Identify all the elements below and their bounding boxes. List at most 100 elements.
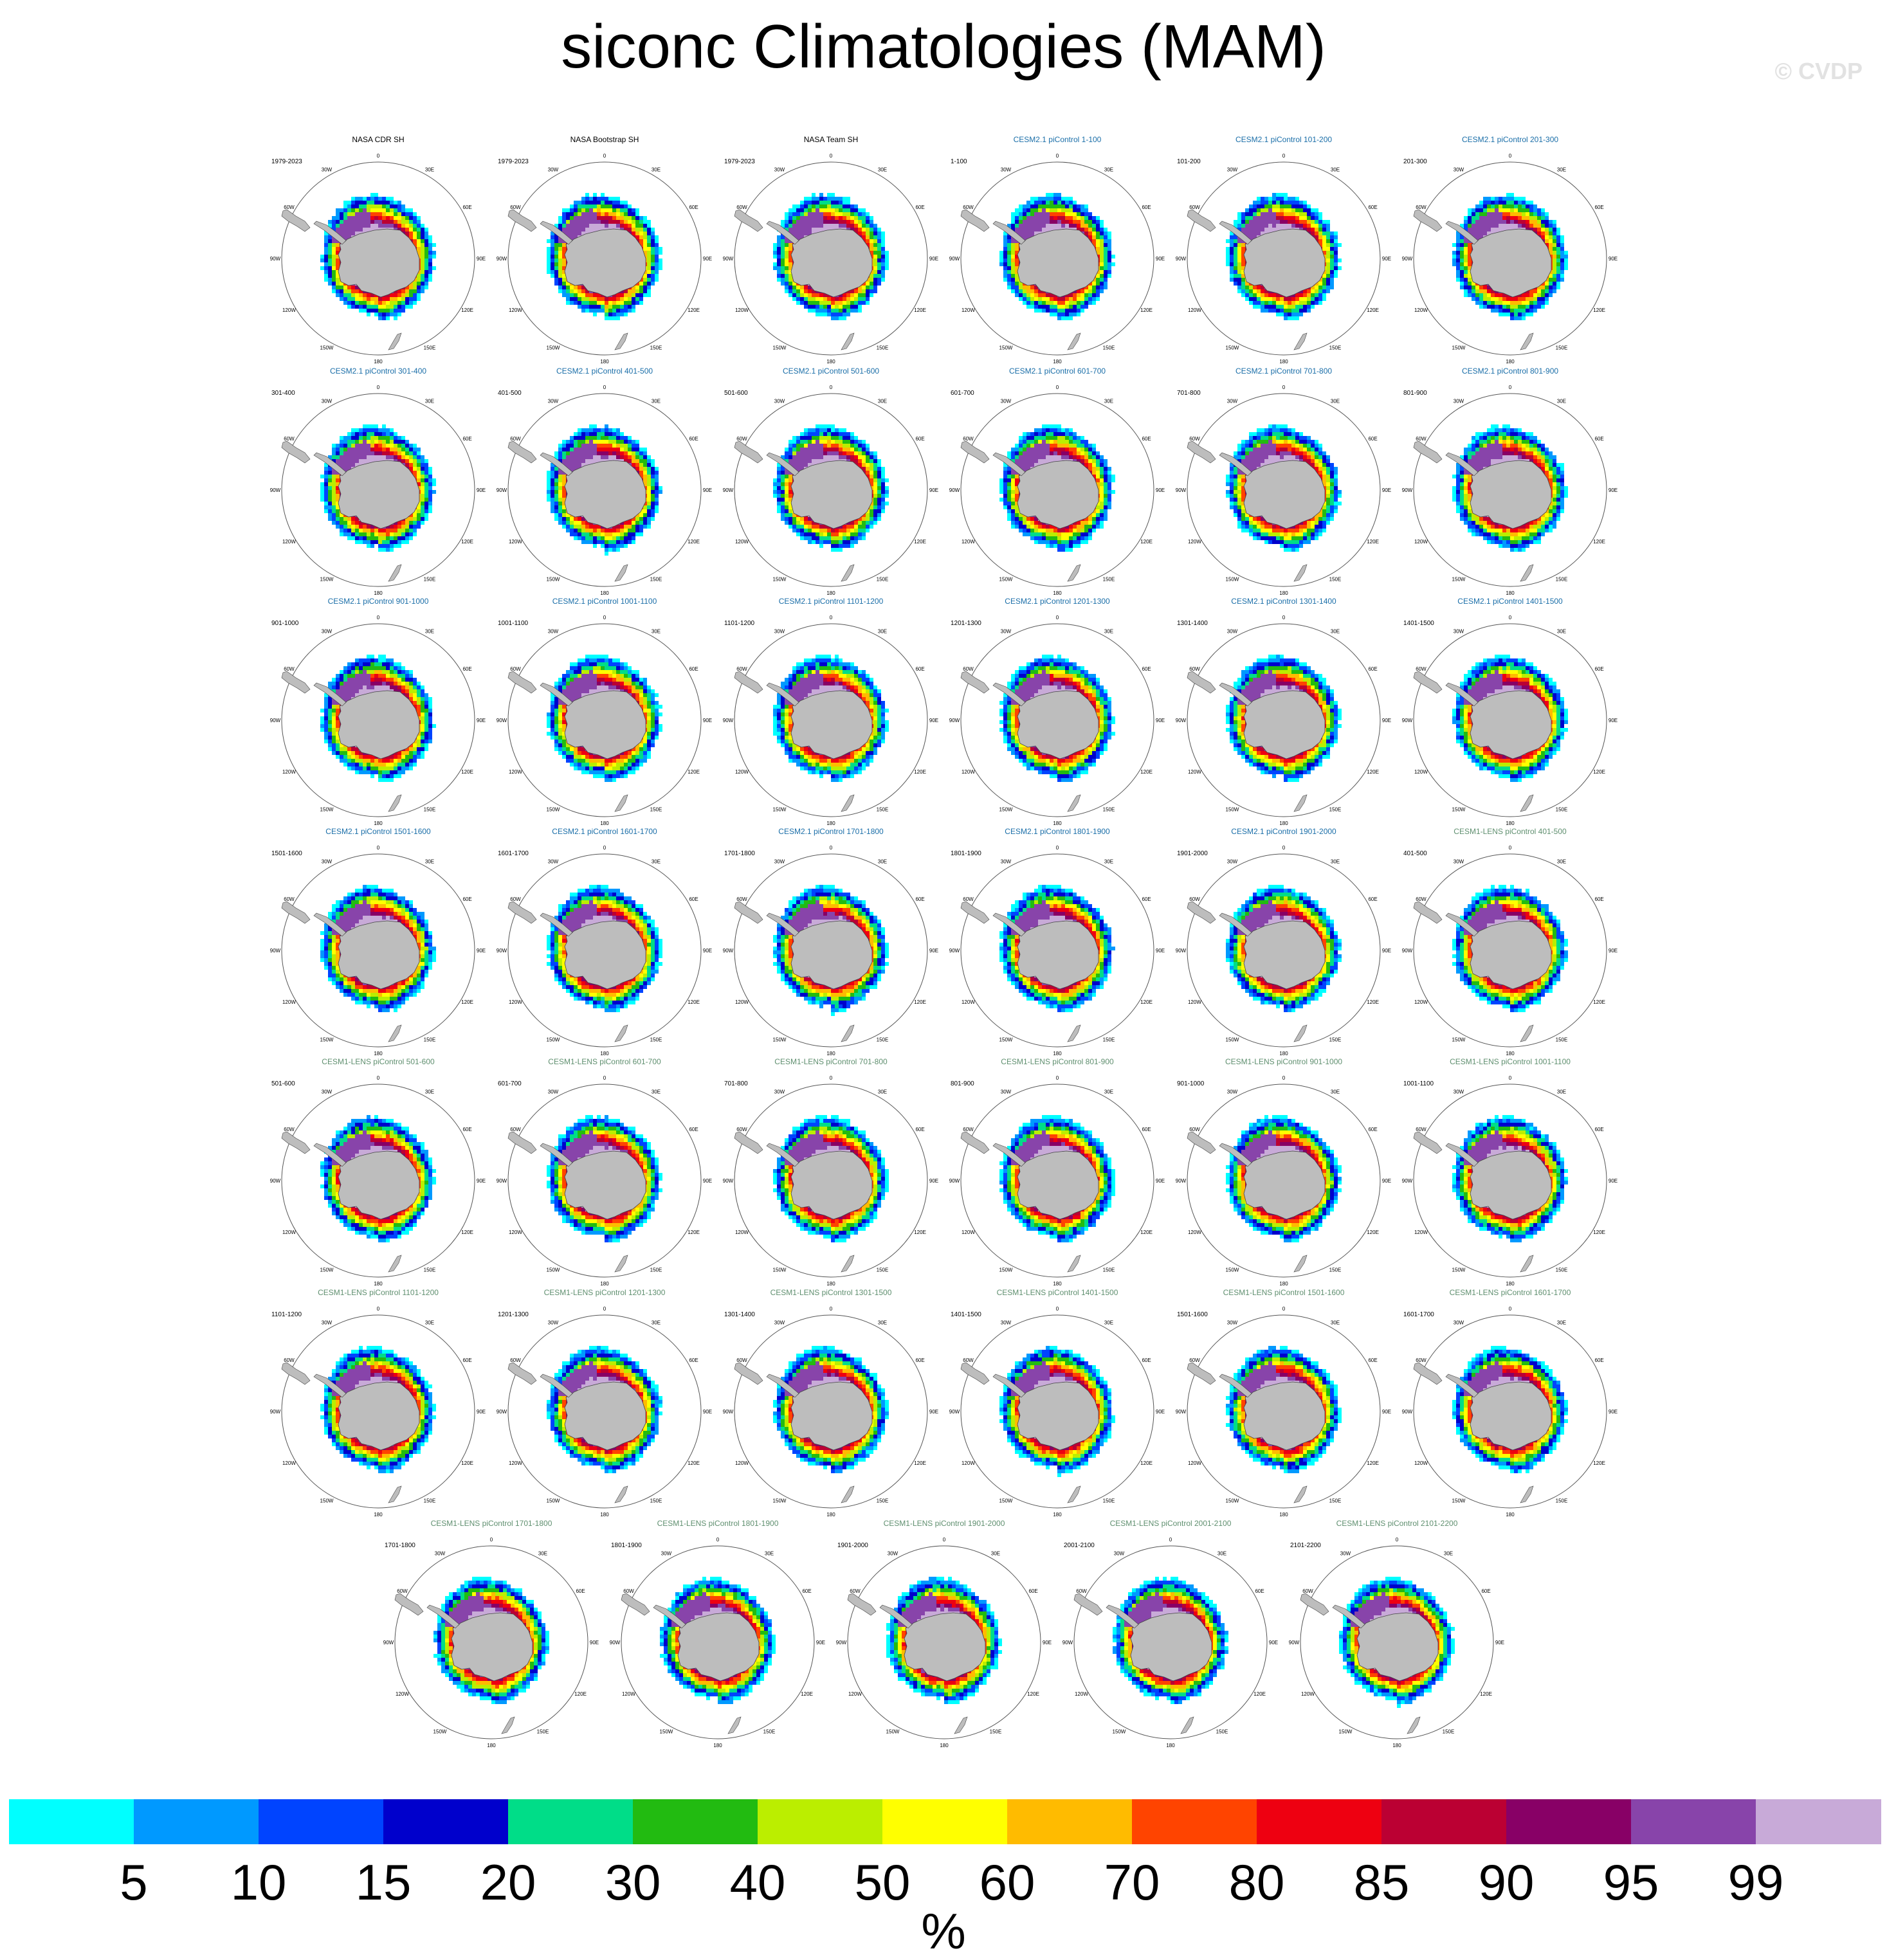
ice-cell — [370, 212, 374, 216]
ice-cell — [413, 467, 417, 471]
ice-cell — [773, 478, 777, 482]
ice-cell — [819, 193, 823, 197]
ice-cell — [1061, 316, 1065, 320]
ice-cell — [340, 463, 343, 467]
ice-cell — [570, 231, 574, 235]
longitude-label: 0 — [377, 153, 380, 159]
ice-cell — [359, 436, 363, 440]
ice-cell — [1322, 228, 1326, 231]
ice-cell — [1487, 301, 1491, 305]
ice-cell — [1553, 228, 1556, 231]
ice-cell — [1303, 297, 1307, 301]
ice-cell — [382, 532, 386, 536]
ice-cell — [424, 478, 428, 482]
ice-cell — [363, 448, 367, 451]
ice-cell — [850, 216, 854, 220]
ice-cell — [1487, 297, 1491, 301]
ice-cell — [332, 451, 336, 455]
ice-cell — [347, 286, 351, 289]
ice-cell — [866, 235, 870, 239]
ice-cell — [781, 498, 785, 502]
ice-cell — [574, 448, 578, 451]
ice-cell — [605, 216, 608, 220]
ice-cell — [639, 216, 643, 220]
ice-cell — [397, 224, 401, 228]
ice-cell — [1100, 231, 1104, 235]
ice-cell — [1096, 243, 1100, 247]
ice-cell — [635, 517, 639, 521]
ice-cell — [781, 243, 785, 247]
ice-cell — [578, 301, 581, 305]
ice-cell — [1257, 297, 1261, 301]
ice-cell — [597, 440, 601, 444]
ice-cell — [1007, 270, 1011, 274]
ice-cell — [593, 525, 597, 529]
ice-cell — [632, 448, 635, 451]
ice-cell — [608, 529, 612, 532]
ice-cell — [620, 293, 624, 297]
ice-cell — [1042, 201, 1046, 204]
ice-cell — [620, 208, 624, 212]
ice-cell — [1234, 270, 1237, 274]
ice-cell — [570, 440, 574, 444]
ice-cell — [789, 228, 792, 231]
ice-cell — [336, 289, 340, 293]
ice-cell — [1533, 289, 1537, 293]
ice-cell — [390, 548, 394, 552]
ice-cell — [624, 448, 628, 451]
ice-cell — [846, 313, 850, 316]
ice-cell — [324, 505, 328, 509]
ice-cell — [566, 228, 570, 231]
ice-cell — [1553, 220, 1556, 224]
ice-cell — [547, 471, 551, 475]
ice-cell — [566, 463, 570, 467]
ice-cell — [608, 224, 612, 228]
ice-cell — [355, 525, 359, 529]
ice-cell — [620, 540, 624, 544]
ice-cell — [421, 455, 424, 459]
ice-cell — [394, 297, 397, 301]
ice-cell — [608, 309, 612, 313]
ice-cell — [405, 305, 409, 309]
ice-cell — [328, 509, 332, 513]
ice-cell — [647, 247, 651, 251]
ice-cell — [1322, 231, 1326, 235]
ice-cell — [1034, 309, 1038, 313]
ice-cell — [789, 278, 792, 282]
ice-cell — [1479, 297, 1483, 301]
ice-cell — [1015, 282, 1019, 286]
ice-cell — [413, 451, 417, 455]
ice-cell — [336, 448, 340, 451]
ice-cell — [574, 286, 578, 289]
ice-cell — [359, 428, 363, 432]
ice-cell — [1545, 301, 1549, 305]
ice-cell — [651, 463, 655, 467]
ice-cell — [413, 228, 417, 231]
ice-cell — [1529, 293, 1533, 297]
ice-cell — [1241, 228, 1245, 231]
ice-cell — [386, 216, 390, 220]
ice-cell — [558, 482, 562, 486]
ice-cell — [367, 293, 370, 297]
ice-cell — [332, 448, 336, 451]
ice-cell — [566, 455, 570, 459]
ice-cell — [363, 459, 367, 463]
ice-cell — [421, 467, 424, 471]
ice-cell — [605, 451, 608, 455]
ice-cell — [343, 228, 347, 231]
ice-cell — [643, 478, 647, 482]
ice-cell — [421, 475, 424, 478]
ice-cell — [612, 316, 616, 320]
ice-cell — [386, 204, 390, 208]
ice-cell — [1237, 251, 1241, 255]
ice-cell — [773, 490, 777, 494]
ice-cell — [612, 529, 616, 532]
ice-cell — [816, 305, 819, 309]
ice-cell — [551, 259, 554, 262]
ice-cell — [620, 297, 624, 301]
ice-cell — [1272, 293, 1276, 297]
ice-cell — [1257, 197, 1261, 201]
ice-cell — [593, 197, 597, 201]
ice-cell — [1030, 286, 1034, 289]
ice-cell — [1315, 293, 1318, 297]
